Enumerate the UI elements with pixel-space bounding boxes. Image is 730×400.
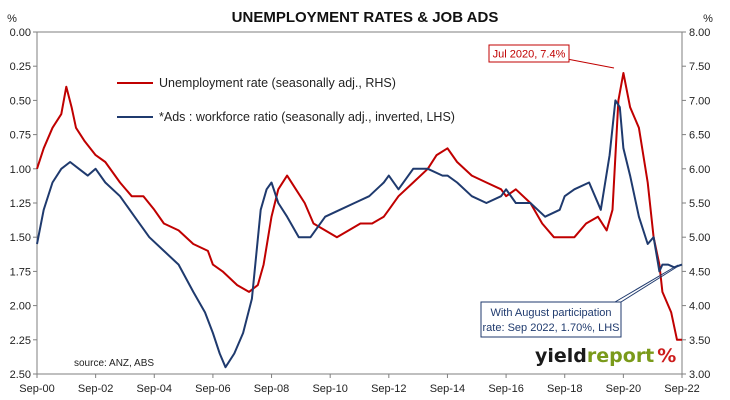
right-tick-label: 8.00 — [689, 27, 710, 39]
legend-label-unemployment: Unemployment rate (seasonally adj., RHS) — [159, 76, 396, 90]
left-axis: 0.00 0.25 0.50 0.75 1.00 1.25 1.50 1.75 2.00 2.25… — [10, 27, 37, 381]
right-tick-label: 3.00 — [689, 369, 710, 381]
right-tick-label: 5.50 — [689, 198, 710, 210]
logo-wordmark: yieldreport% — [535, 345, 676, 367]
x-tick-label: Sep-14 — [430, 383, 465, 395]
x-tick-label: Sep-02 — [78, 383, 113, 395]
left-tick-label: 2.00 — [10, 301, 31, 313]
right-tick-label: 7.00 — [689, 95, 710, 107]
left-tick-label: 2.50 — [10, 369, 31, 381]
right-tick-label: 5.00 — [689, 232, 710, 244]
annotation-peak-box — [488, 44, 570, 63]
annotation-peak-leader — [566, 58, 615, 69]
legend-label-ads: *Ads : workforce ratio (seasonally adj.,… — [159, 110, 455, 124]
left-tick-label: 1.50 — [10, 232, 31, 244]
x-tick-label: Sep-04 — [137, 383, 172, 395]
right-tick-label: 6.00 — [689, 164, 710, 176]
x-tick-label: Sep-18 — [547, 383, 582, 395]
annotation-participation-box — [480, 301, 622, 338]
series-line-ads — [36, 99, 683, 369]
series-layer — [36, 72, 683, 369]
annotation-peak: Jul 2020, 7.4% — [488, 44, 615, 69]
right-tick-label: 3.50 — [689, 335, 710, 347]
right-tick-label: 6.50 — [689, 130, 710, 142]
chart-title: UNEMPLOYMENT RATES & JOB ADS — [232, 9, 499, 26]
left-tick-label: 0.75 — [10, 130, 31, 142]
x-tick-label: Sep-10 — [312, 383, 347, 395]
x-axis: Sep-00 Sep-02 Sep-04 Sep-06 Sep-08 Sep-10 Sep-… — [19, 374, 700, 395]
x-tick-label: Sep-08 — [254, 383, 289, 395]
left-tick-label: 1.25 — [10, 198, 31, 210]
left-tick-label: 2.25 — [10, 335, 31, 347]
left-axis-unit: % — [7, 13, 17, 25]
left-tick-label: 1.00 — [10, 164, 31, 176]
logo-part-2: report — [587, 345, 654, 367]
annotation-participation-leader-1 — [614, 264, 679, 303]
left-tick-label: 0.50 — [10, 95, 31, 107]
right-axis: 8.00 7.50 7.00 6.50 6.00 5.50 5.00 4.50 4.00 3.50… — [682, 27, 710, 381]
logo-part-3: % — [657, 345, 676, 367]
left-tick-label: 0.00 — [10, 27, 31, 39]
x-tick-label: Sep-00 — [19, 383, 54, 395]
logo-part-1: yield — [535, 345, 587, 367]
legend: Unemployment rate (seasonally adj., RHS)… — [117, 76, 455, 124]
right-tick-label: 4.00 — [689, 301, 710, 313]
series-line-unemployment — [36, 72, 682, 341]
right-axis-unit: % — [703, 13, 713, 25]
left-tick-label: 0.25 — [10, 61, 31, 73]
left-tick-label: 1.75 — [10, 266, 31, 278]
source-note: source: ANZ, ABS — [74, 358, 154, 369]
right-tick-label: 7.50 — [689, 61, 710, 73]
right-tick-label: 4.50 — [689, 266, 710, 278]
x-tick-label: Sep-20 — [606, 383, 641, 395]
x-tick-label: Sep-22 — [664, 383, 699, 395]
annotation-participation-leader-2 — [620, 264, 681, 303]
logo: yieldreport% — [535, 345, 676, 367]
x-tick-label: Sep-12 — [371, 383, 406, 395]
x-tick-label: Sep-16 — [488, 383, 523, 395]
x-tick-label: Sep-06 — [195, 383, 230, 395]
annotation-peak-text: Jul 2020, 7.4% — [493, 49, 566, 61]
annotation-participation: With August participation rate: Sep 2022… — [480, 264, 681, 338]
annotation-participation-line-1: With August participation — [490, 307, 611, 319]
annotation-participation-line-2: rate: Sep 2022, 1.70%, LHS — [483, 322, 620, 334]
